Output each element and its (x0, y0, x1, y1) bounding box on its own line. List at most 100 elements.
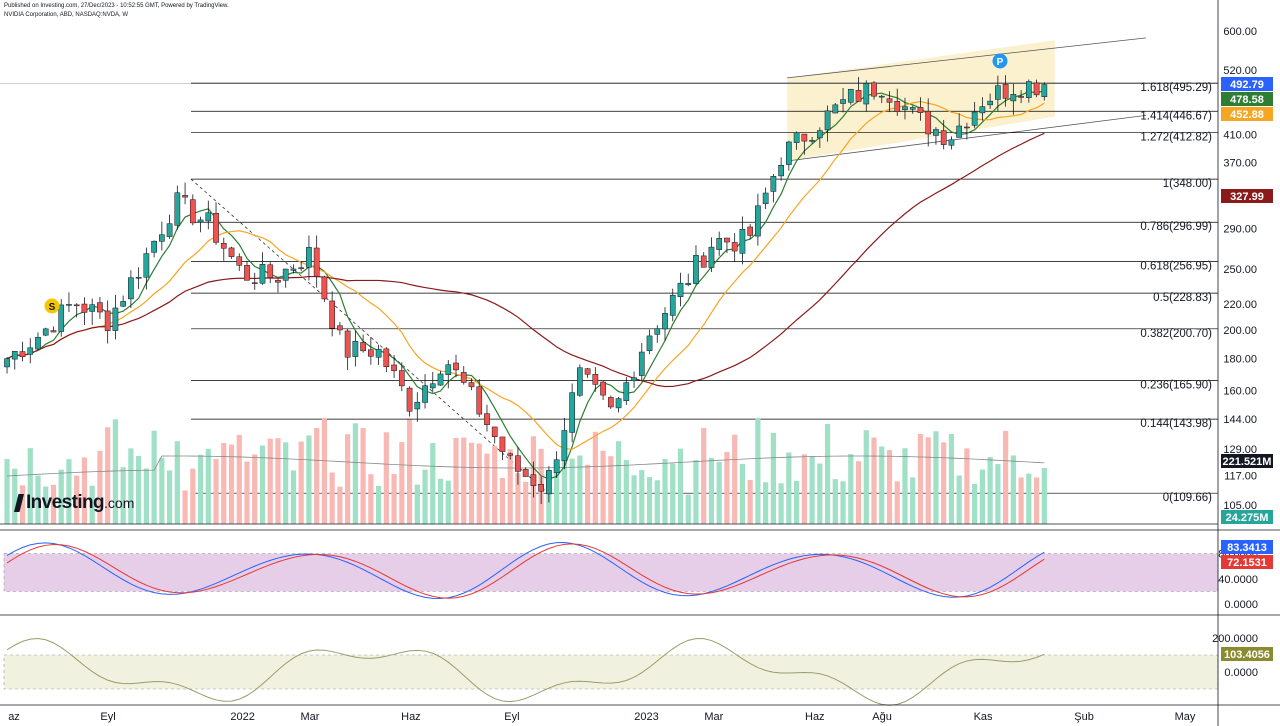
volume-bar (228, 444, 235, 524)
candle-body (1018, 96, 1024, 98)
instrument-title: NVIDIA Corporation, ABD, NASDAQ:NVDA, W (4, 12, 129, 18)
volume-bar (50, 484, 57, 524)
volume-bar (615, 441, 622, 524)
y-tick-label: 144.00 (1223, 414, 1257, 426)
candle-body (414, 401, 421, 410)
volume-bar (290, 470, 297, 524)
candle-body (298, 267, 305, 269)
volume-bar (406, 419, 413, 524)
candle-body (42, 328, 49, 336)
cci-tag-bg (1221, 647, 1273, 661)
volume-bar (422, 469, 428, 524)
volume-bar (182, 490, 188, 524)
candle-body (35, 336, 41, 350)
candle-body (716, 238, 723, 250)
price-tag: 452.88 (1230, 109, 1264, 121)
volume-bar (809, 456, 815, 524)
stochastic-tag-bg (1221, 555, 1273, 569)
volume-bar (554, 473, 560, 524)
y-tick-label: 520.00 (1223, 65, 1257, 77)
candle-body (499, 436, 506, 452)
fib-label: 1.272(412.82) (1140, 132, 1212, 144)
volume-bar (569, 458, 575, 524)
volume-bar (345, 434, 351, 524)
volume-bar (267, 438, 273, 524)
volume-bar (375, 486, 382, 524)
candle-body (398, 370, 405, 387)
volume-bar (136, 456, 142, 524)
volume-bar (66, 459, 72, 524)
volume-bar (794, 480, 800, 524)
candle-body (909, 107, 916, 110)
y-tick-label: 105.00 (1223, 500, 1257, 512)
candle-body (778, 165, 784, 177)
y-tick-label: 370.00 (1223, 157, 1257, 169)
candle-body (182, 195, 188, 198)
candle-body (337, 325, 343, 331)
candle-body (855, 90, 862, 102)
candle-body (267, 264, 274, 278)
volume-bar (19, 485, 26, 524)
candle-body (27, 347, 34, 355)
x-tick-label: 2023 (634, 711, 658, 723)
volume-bar (236, 434, 242, 524)
candle-body (925, 110, 932, 135)
volume-bar (855, 461, 862, 524)
volume-bar (159, 457, 165, 524)
published-note: Published on Investing.com, 27/Dec/2023 … (4, 3, 229, 9)
candle-body (375, 348, 382, 358)
candle-body (987, 100, 993, 106)
candle-body (824, 110, 831, 131)
stochastic-tag: 83.3413 (1227, 542, 1267, 554)
fib-label: 1(348.00) (1163, 178, 1212, 190)
marker-label: P (997, 57, 1004, 68)
y-tick-label: 410.00 (1223, 130, 1257, 142)
volume-bar (886, 450, 893, 524)
event-markers[interactable]: SP (44, 53, 1008, 314)
volume-bar (259, 445, 266, 524)
candle-body (840, 99, 846, 104)
candle-body (159, 234, 165, 242)
volume-bar (964, 448, 970, 524)
volume-bars (0, 418, 1218, 525)
candle-body (561, 430, 568, 462)
candle-body (321, 276, 328, 300)
fib-label: 0.236(165.90) (1140, 380, 1212, 392)
volume-bar (739, 463, 746, 524)
volume-bar (306, 435, 312, 524)
candle-body (700, 255, 707, 268)
marker-label: S (49, 302, 56, 313)
candle-body (786, 141, 792, 165)
candle-body (816, 130, 823, 139)
volume-bar (778, 483, 784, 524)
axes: 600.00520.00470.00410.00370.00330.00290.… (8, 0, 1258, 726)
stochastic-tick-label: 0.0000 (1224, 599, 1258, 611)
price-tag-bg (1221, 107, 1273, 121)
candle-body (995, 85, 1001, 100)
volume-bar (337, 486, 343, 524)
fib-label: 1.414(446.67) (1140, 110, 1212, 122)
volume-bar (190, 468, 196, 524)
candle-body (205, 212, 212, 222)
candle-body (383, 348, 390, 367)
candle-body (391, 364, 397, 371)
volume-bar (383, 432, 389, 524)
volume-bar (1033, 477, 1040, 524)
candle-body (1010, 94, 1017, 102)
volume-bar (27, 448, 33, 524)
volume-bar (105, 427, 111, 524)
marker-s-icon[interactable] (44, 298, 60, 314)
volume-bar (863, 430, 869, 524)
candle-body (693, 255, 699, 284)
volume-bar (197, 454, 204, 524)
marker-p-icon[interactable] (992, 53, 1008, 69)
candle-body (151, 240, 157, 253)
volume-bar (112, 419, 119, 524)
x-tick-label: Mar (300, 711, 319, 723)
y-tick-label: 117.00 (1224, 471, 1257, 483)
fib-trend-line (190, 178, 549, 494)
volume-bar (732, 434, 738, 524)
volume-bar (693, 460, 699, 524)
candle-body (832, 104, 839, 114)
